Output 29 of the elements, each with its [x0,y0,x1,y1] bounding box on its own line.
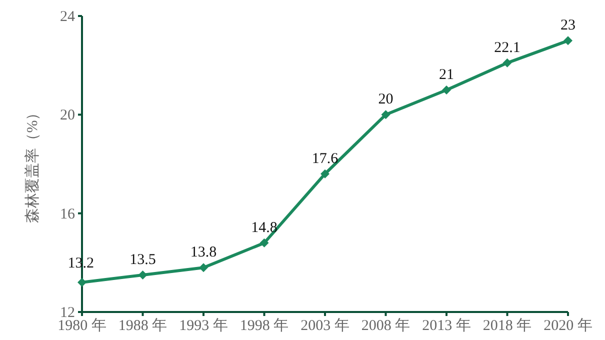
point [138,270,148,280]
y-tick-label: 24 [60,9,76,25]
point [260,238,269,248]
point [78,278,86,287]
data-label: 17.6 [312,150,339,167]
data-label: 13.5 [130,252,156,268]
point [442,86,451,94]
data-label: 22.1 [494,40,520,56]
x-tick-label: 1998 年 [240,317,289,334]
point [502,58,512,68]
point [381,110,390,120]
x-tick-label: 1988 年 [118,317,168,334]
y-tick-label: 20 [60,108,75,124]
x-tick-label: 2020 年 [544,317,592,334]
point [199,263,208,272]
point [564,36,572,46]
x-tick-label: 2018 年 [482,317,532,334]
x-tick-label: 2008 年 [361,317,410,334]
data-label: 14.8 [251,220,278,236]
x-tick-label: 2013 年 [422,317,471,334]
point [320,169,330,178]
x-tick-label: 2003 年 [300,317,350,334]
x-tick-label: 1993 年 [179,317,228,334]
y-axis-title: 森林覆盖率（%） [24,105,41,223]
data-label: 20 [378,92,394,108]
y-tick-label: 16 [60,206,76,222]
data-label: 21 [439,67,454,83]
data-label: 23 [560,18,576,34]
data-label: 13.8 [190,244,217,261]
